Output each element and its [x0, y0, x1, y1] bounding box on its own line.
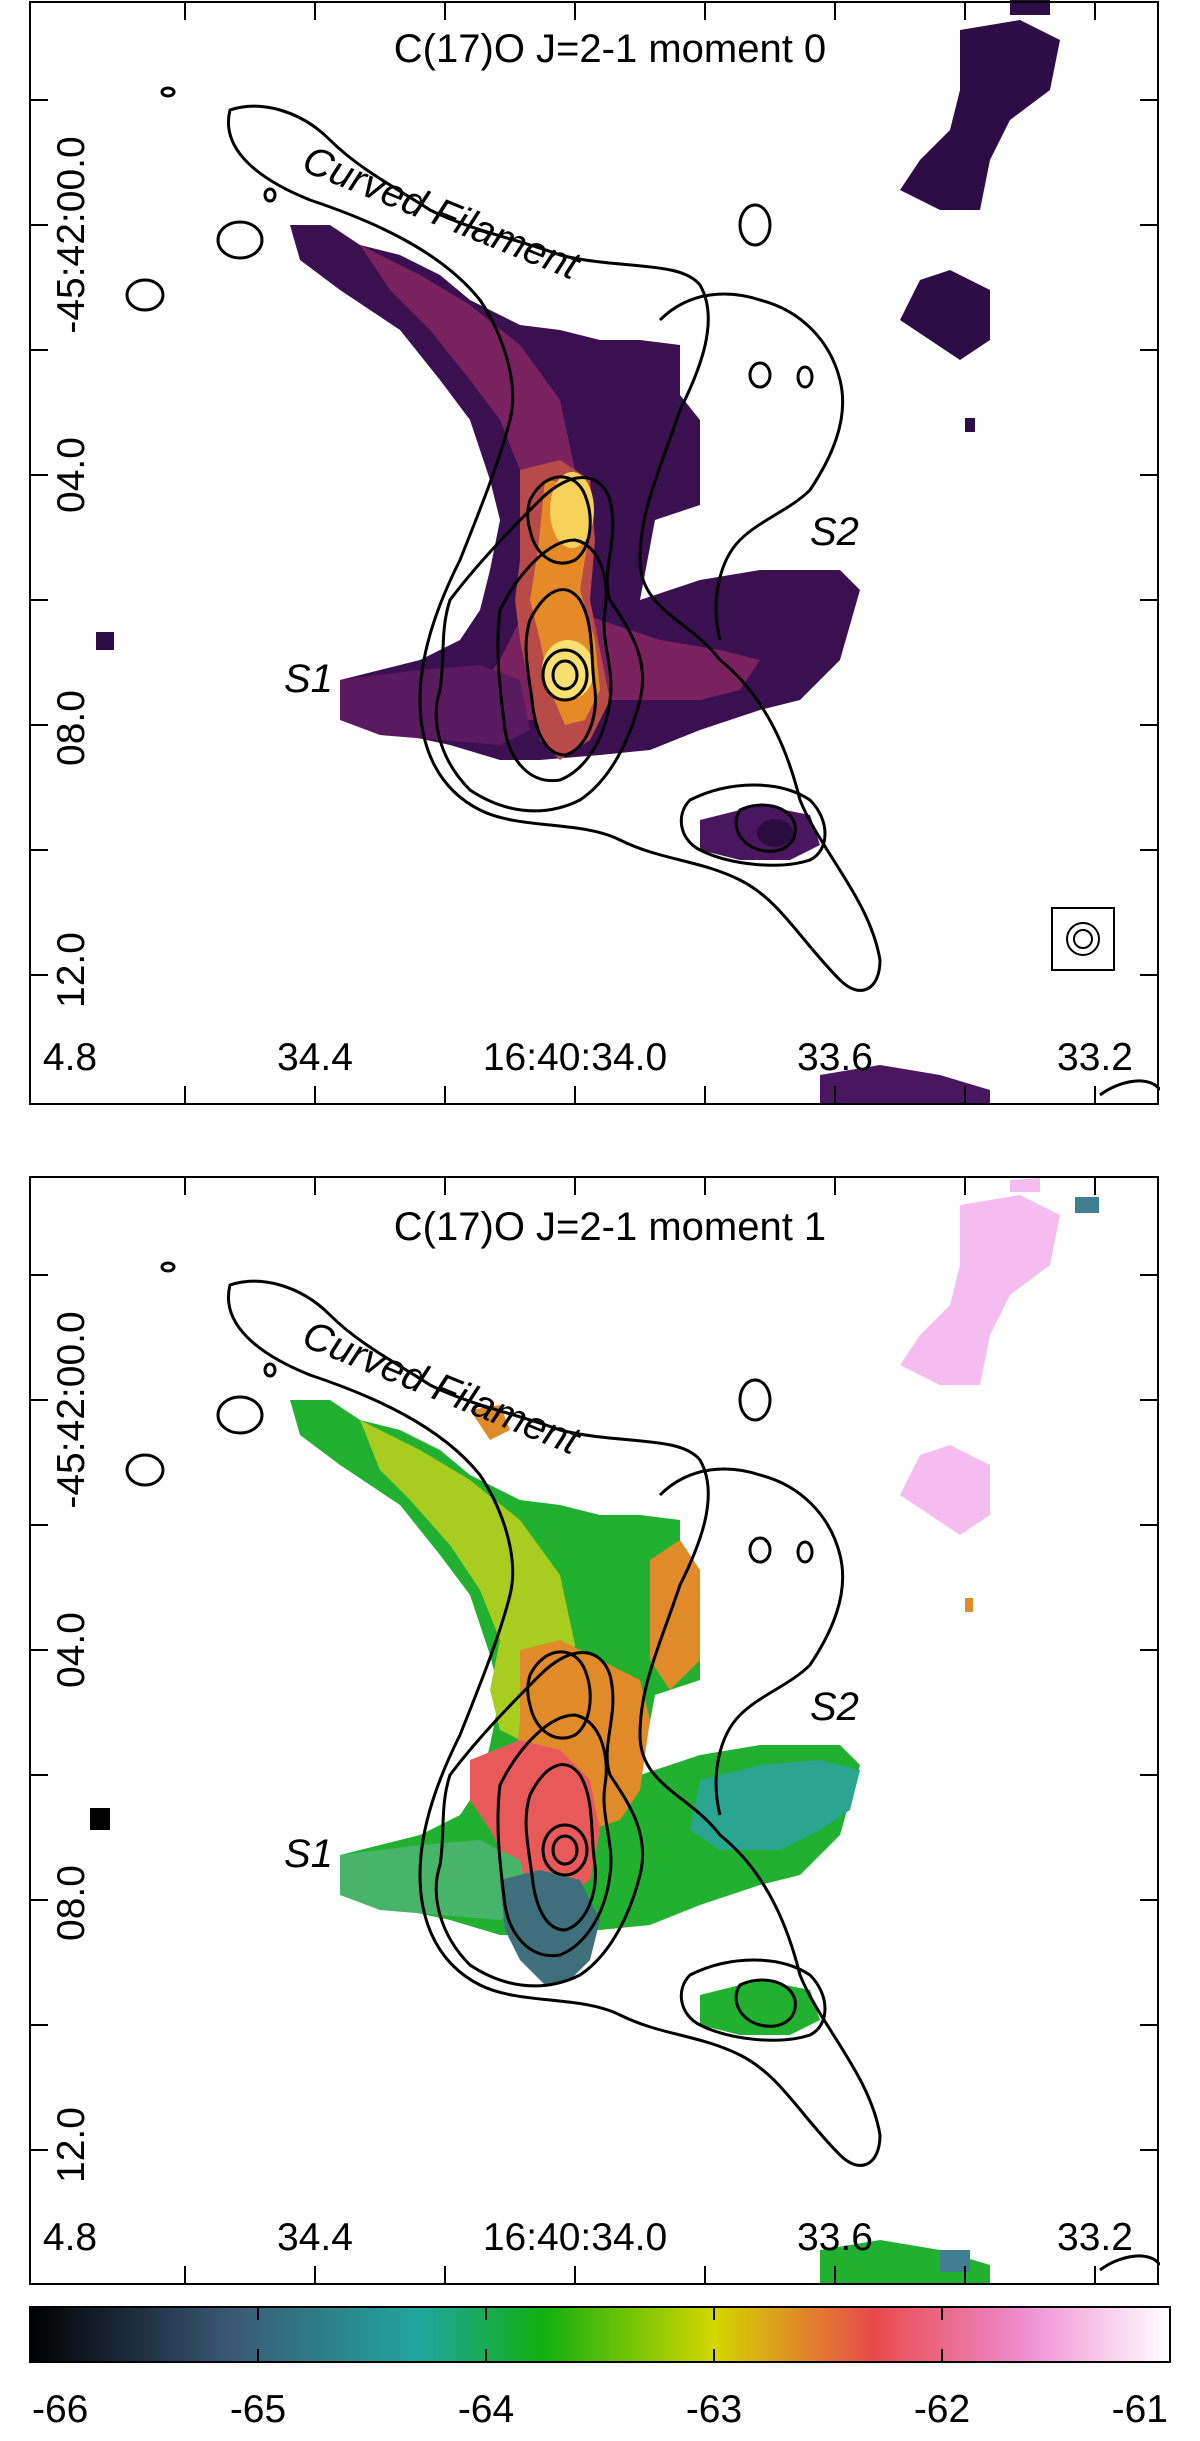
s2-peak — [757, 819, 793, 847]
noise-patch-5 — [965, 418, 975, 432]
colorbar-tick-4: -63 — [686, 2388, 742, 2431]
filament-velocity-edge-orange — [650, 1540, 700, 1690]
moment1-title: C(17)O J=2-1 moment 1 — [394, 1205, 826, 1249]
moment0-xtick-1: 4.8 — [43, 1036, 97, 1079]
moment0-ytick-4: 12.0 — [50, 932, 93, 1008]
moment1-xtick-4: 33.6 — [797, 2216, 873, 2259]
moment1-frame — [29, 1176, 1159, 2285]
filament-velocity-top-orange — [470, 1405, 510, 1440]
moment0-panel: C(17)O J=2-1 moment 0 -45:42:00.0 04.0 0… — [29, 0, 1160, 1105]
velocity-black-dot — [90, 1808, 110, 1830]
moment0-contours — [125, 86, 1160, 1097]
velocity-pink-patch-2 — [900, 1445, 990, 1535]
noise-patch-6 — [820, 1065, 990, 1105]
moment1-label-s1: S1 — [284, 1832, 333, 1876]
moment1-xtick-2: 34.4 — [277, 2216, 353, 2259]
moment1-contours — [125, 1261, 1160, 2272]
colorbar-tick-6: -61 — [1112, 2388, 1168, 2431]
moment0-xtick-5: 33.2 — [1057, 1036, 1133, 1079]
velocity-orange-dot — [965, 1598, 973, 1612]
velocity-bottom-patch — [820, 2240, 990, 2285]
beam-marker — [1051, 907, 1115, 971]
moment0-label-s2: S2 — [810, 510, 859, 554]
velocity-colorbar: -66 -65 -64 -63 -62 -61 — [29, 2306, 1171, 2431]
moment1-map — [90, 1178, 1160, 2285]
moment0-ytick-2: 04.0 — [50, 437, 93, 513]
s2-clump-velocity — [700, 1980, 820, 2035]
colorbar-tick-1: -66 — [32, 2388, 88, 2431]
moment0-xtick-3: 16:40:34.0 — [483, 1036, 667, 1079]
noise-patch-4 — [96, 632, 114, 650]
moment1-ytick-4: 12.0 — [50, 2107, 93, 2183]
moment1-ytick-2: 04.0 — [50, 1612, 93, 1688]
moment1-xtick-1: 4.8 — [43, 2216, 97, 2259]
moment1-xtick-5: 33.2 — [1057, 2216, 1133, 2259]
core-velocity-blue — [500, 1870, 600, 1985]
moment0-ytick-1: -45:42:00.0 — [50, 136, 93, 333]
moment0-label-s1: S1 — [284, 657, 333, 701]
moment0-map — [96, 0, 1160, 1105]
velocity-pink-patch-3 — [1010, 1178, 1040, 1192]
moment1-label-s2: S2 — [810, 1685, 859, 1729]
moment0-title: C(17)O J=2-1 moment 0 — [394, 27, 826, 71]
velocity-bottom-teal — [940, 2250, 970, 2272]
moment0-xtick-2: 34.4 — [277, 1036, 353, 1079]
moment0-ytick-3: 08.0 — [50, 690, 93, 766]
colorbar-gradient — [29, 2306, 1171, 2363]
colorbar-tick-5: -62 — [914, 2388, 970, 2431]
noise-patch-2 — [1010, 0, 1050, 15]
moment1-ticks — [30, 1177, 1158, 2284]
colorbar-ticks — [257, 2307, 943, 2362]
moment1-xtick-3: 16:40:34.0 — [483, 2216, 667, 2259]
velocity-teal-patch — [1075, 1197, 1099, 1213]
velocity-pink-patch-1 — [900, 1195, 1060, 1385]
noise-patch-1 — [900, 20, 1060, 210]
s1-arm — [340, 665, 530, 745]
s2-arm-velocity — [690, 1760, 860, 1850]
noise-patch-3 — [900, 270, 990, 360]
moment0-frame — [29, 1, 1159, 1105]
moment0-xtick-4: 33.6 — [797, 1036, 873, 1079]
moment1-ytick-3: 08.0 — [50, 1865, 93, 1941]
moment1-panel: C(17)O J=2-1 moment 1 -45:42:00.0 04.0 0… — [29, 1176, 1160, 2285]
colorbar-tick-2: -65 — [230, 2388, 286, 2431]
moment1-ytick-1: -45:42:00.0 — [50, 1311, 93, 1508]
colorbar-tick-3: -64 — [458, 2388, 514, 2431]
moment0-ticks — [30, 2, 1158, 1104]
s1-arm-velocity — [340, 1840, 530, 1920]
